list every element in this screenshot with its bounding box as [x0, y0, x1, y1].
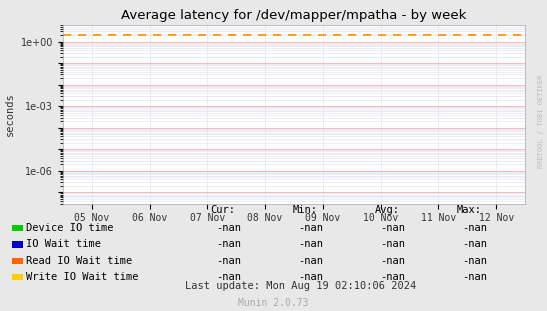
Title: Average latency for /dev/mapper/mpatha - by week: Average latency for /dev/mapper/mpatha -… [121, 9, 467, 22]
Text: Cur:: Cur: [211, 205, 236, 215]
Text: Last update: Mon Aug 19 02:10:06 2024: Last update: Mon Aug 19 02:10:06 2024 [185, 281, 416, 291]
Text: -nan: -nan [380, 256, 405, 266]
Text: Max:: Max: [457, 205, 482, 215]
Text: -nan: -nan [380, 272, 405, 282]
Text: -nan: -nan [216, 223, 241, 233]
Text: -nan: -nan [462, 239, 487, 249]
Text: Write IO Wait time: Write IO Wait time [26, 272, 139, 282]
Text: RRDTOOL / TOBI OETIKER: RRDTOOL / TOBI OETIKER [538, 75, 544, 168]
Text: Munin 2.0.73: Munin 2.0.73 [238, 298, 309, 308]
Text: Min:: Min: [293, 205, 318, 215]
Text: -nan: -nan [216, 272, 241, 282]
Text: -nan: -nan [298, 223, 323, 233]
Text: -nan: -nan [216, 239, 241, 249]
Y-axis label: seconds: seconds [5, 92, 15, 136]
Text: Avg:: Avg: [375, 205, 400, 215]
Text: -nan: -nan [380, 239, 405, 249]
Text: -nan: -nan [380, 223, 405, 233]
Text: -nan: -nan [462, 272, 487, 282]
Text: -nan: -nan [298, 256, 323, 266]
Text: -nan: -nan [462, 256, 487, 266]
Text: Device IO time: Device IO time [26, 223, 114, 233]
Text: -nan: -nan [462, 223, 487, 233]
Text: Read IO Wait time: Read IO Wait time [26, 256, 132, 266]
Text: IO Wait time: IO Wait time [26, 239, 101, 249]
Text: -nan: -nan [216, 256, 241, 266]
Text: -nan: -nan [298, 272, 323, 282]
Text: -nan: -nan [298, 239, 323, 249]
